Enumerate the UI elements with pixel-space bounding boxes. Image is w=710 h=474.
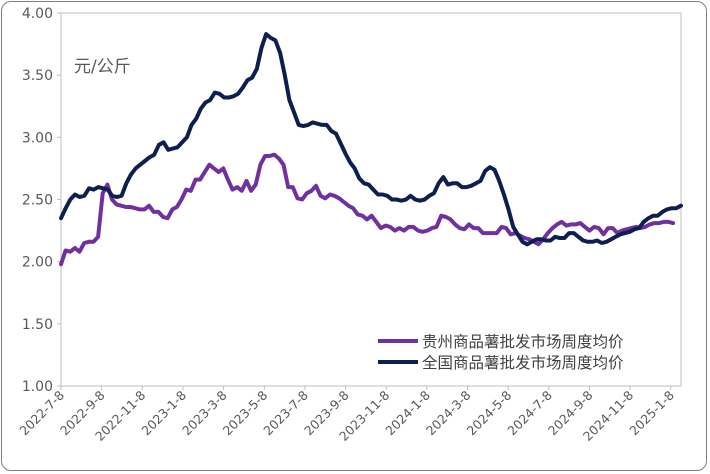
y-tick-label: 1.00 [22, 379, 53, 395]
plot-area [60, 12, 682, 387]
series-layer [59, 32, 683, 267]
y-tick-label: 2.50 [22, 193, 53, 209]
x-tick-label: 2025-1-8 [626, 387, 677, 438]
legend: 贵州商品薯批发市场周度均价 全国商品薯批发市场周度均价 [378, 333, 624, 372]
series-line-national [59, 32, 683, 247]
y-tick-label: 3.50 [22, 68, 53, 84]
series-line-guizhou [59, 152, 675, 267]
legend-label-guizhou: 贵州商品薯批发市场周度均价 [422, 333, 624, 351]
y-tick-label: 2.00 [22, 255, 53, 271]
legend-label-national: 全国商品薯批发市场周度均价 [422, 354, 624, 372]
y-tick-label: 4.00 [22, 6, 53, 22]
y-tick-label: 1.50 [22, 317, 53, 333]
y-tick-label: 3.00 [22, 130, 53, 146]
y-unit-label: 元/公斤 [74, 57, 131, 77]
